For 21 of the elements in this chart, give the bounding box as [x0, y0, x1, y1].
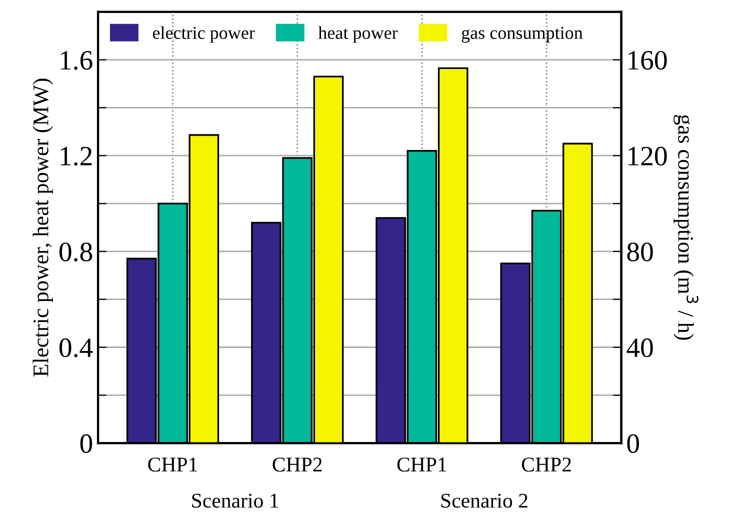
x-tick-label: CHP2 [272, 458, 322, 472]
y2-tick-label: 40 [626, 338, 653, 358]
y-tick-label: 0.8 [59, 242, 92, 262]
y2-axis-title: gas consumption (m$^{3}$ / h) [674, 114, 698, 340]
legend-label: electric power [152, 26, 255, 43]
legend-label: heat power [318, 26, 398, 43]
text: Scenario 2 [441, 494, 528, 508]
y-tick-label: 1.2 [60, 146, 92, 166]
y-axis-title: Electric power, heat power (MW) [32, 78, 53, 377]
x-tick-label: CHP1 [148, 458, 197, 472]
y-tick-label: 0.4 [59, 338, 93, 358]
x-tick-label: CHP2 [522, 458, 571, 472]
y-tick-label: 1.6 [60, 51, 92, 70]
y2-tick-label: 80 [627, 242, 653, 262]
y2-tick-label: 160 [628, 50, 667, 70]
y2-tick-label: 0 [627, 434, 639, 453]
y-tick-label: 0 [80, 434, 92, 453]
legend-label: gas consumption [462, 26, 583, 43]
y2-tick-label: 120 [628, 146, 667, 166]
text: Scenario 1 [192, 494, 278, 508]
x-tick-label: CHP1 [397, 458, 446, 472]
